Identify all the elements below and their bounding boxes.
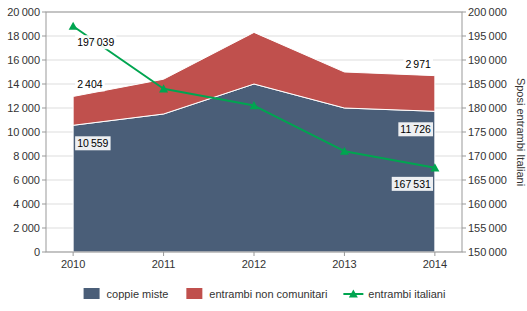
- y-tick: [42, 180, 46, 181]
- y-tick-label: 14 000: [7, 78, 40, 90]
- marker: [250, 101, 259, 109]
- data-labels: 10 559 11 726 2 404 2 971 197 039 167 531: [75, 35, 433, 191]
- y-tick: [42, 108, 46, 109]
- y-tick-label: 2 000: [13, 222, 40, 234]
- y-tick: [42, 12, 46, 13]
- data-label-group: 197 039: [75, 35, 116, 49]
- y-tick: [42, 36, 46, 37]
- line: [73, 26, 435, 168]
- y-tick-label: 0: [34, 246, 40, 258]
- y2-tick-label: 175 000: [468, 126, 507, 138]
- y2-tick: [462, 36, 466, 37]
- y2-tick: [462, 180, 466, 181]
- x-tick-label: 2012: [242, 258, 266, 270]
- x-tick: [254, 252, 255, 256]
- y-tick-label: 12 000: [7, 102, 40, 114]
- data-label: 167 531: [394, 178, 431, 190]
- axes: 2010 2011 2012 2013 2014 0 2 000 4 000 6 000 8 00…: [7, 6, 507, 270]
- x-tick: [434, 252, 435, 256]
- y2-tick-label: 190 000: [468, 54, 507, 66]
- y2-tick-label: 160 000: [468, 198, 507, 210]
- data-label-bg: [75, 77, 105, 91]
- marker: [430, 163, 439, 171]
- data-label-group: 2 971: [403, 57, 433, 71]
- x-tick-label: 2014: [423, 258, 447, 270]
- y2-tick: [462, 252, 466, 253]
- legend-marker: [349, 290, 358, 298]
- y2-tick-label: 150 000: [468, 246, 507, 258]
- y2-tick: [462, 156, 466, 157]
- data-label-bg: [75, 136, 110, 150]
- y2-axis-label: Sposi entrambi Italiani: [515, 78, 527, 186]
- x-tick-label: 2011: [152, 258, 176, 270]
- y-tick-label: 8 000: [13, 150, 40, 162]
- plot-frame: [46, 12, 462, 252]
- data-label-group: 11 726: [398, 122, 433, 136]
- y2-tick-label: 200 000: [468, 6, 507, 18]
- plot-data: [69, 22, 440, 252]
- y-tick: [42, 252, 46, 253]
- legend-item: entrambi non comunitari: [186, 288, 327, 300]
- area: [73, 32, 435, 125]
- y2-tick: [462, 12, 466, 13]
- data-label-group: 2 404: [75, 77, 105, 91]
- y2-tick-label: 170 000: [468, 150, 507, 162]
- marker: [340, 147, 349, 155]
- y2-tick-label: 165 000: [468, 174, 507, 186]
- y-tick-label: 20 000: [7, 6, 40, 18]
- x-tick: [73, 252, 74, 256]
- y2-tick-label: 195 000: [468, 30, 507, 42]
- y2-tick-label: 155 000: [468, 222, 507, 234]
- data-label: 197 039: [77, 36, 114, 48]
- marker: [159, 84, 168, 92]
- x-tick: [163, 252, 164, 256]
- legend-label: entrambi italiani: [368, 288, 445, 300]
- y2-tick: [462, 228, 466, 229]
- legend-item: coppie miste: [84, 288, 169, 300]
- x-tick-label: 2010: [61, 258, 85, 270]
- data-label-group: 167 531: [392, 177, 433, 191]
- grid: [46, 12, 462, 252]
- y-tick: [42, 60, 46, 61]
- y2-tick: [462, 204, 466, 205]
- legend-swatch: [84, 288, 100, 299]
- y-tick: [42, 156, 46, 157]
- y-tick: [42, 204, 46, 205]
- y2-tick: [462, 84, 466, 85]
- data-label-bg: [403, 57, 433, 71]
- y-tick: [42, 228, 46, 229]
- y2-tick-label: 180 000: [468, 102, 507, 114]
- data-label: 10 559: [77, 137, 108, 149]
- y2-tick-label: 185 000: [468, 78, 507, 90]
- legend-item: entrambi italiani: [343, 288, 445, 300]
- y-tick-label: 18 000: [7, 30, 40, 42]
- y-tick-label: 10 000: [7, 126, 40, 138]
- data-label-bg: [392, 177, 433, 191]
- chart: 2010 2011 2012 2013 2014 0 2 000 4 000 6 000 8 00…: [0, 0, 527, 311]
- legend-swatch: [186, 288, 202, 299]
- x-tick: [344, 252, 345, 256]
- data-label: 2 971: [405, 58, 431, 70]
- y-tick: [42, 84, 46, 85]
- x-tick-label: 2013: [332, 258, 356, 270]
- legend: coppie miste entrambi non comunitari entra…: [84, 288, 446, 300]
- y2-tick: [462, 132, 466, 133]
- y-tick: [42, 132, 46, 133]
- y-tick-label: 6 000: [13, 174, 40, 186]
- y2-tick: [462, 108, 466, 109]
- data-label: 2 404: [77, 78, 103, 90]
- y-tick-label: 16 000: [7, 54, 40, 66]
- data-label-bg: [398, 122, 433, 136]
- y2-tick: [462, 60, 466, 61]
- legend-label: entrambi non comunitari: [209, 288, 327, 300]
- y-tick-label: 4 000: [13, 198, 40, 210]
- marker: [69, 22, 78, 30]
- legend-label: coppie miste: [107, 288, 169, 300]
- data-label-bg: [75, 35, 116, 49]
- data-label-group: 10 559: [75, 136, 110, 150]
- data-label: 11 726: [400, 123, 431, 135]
